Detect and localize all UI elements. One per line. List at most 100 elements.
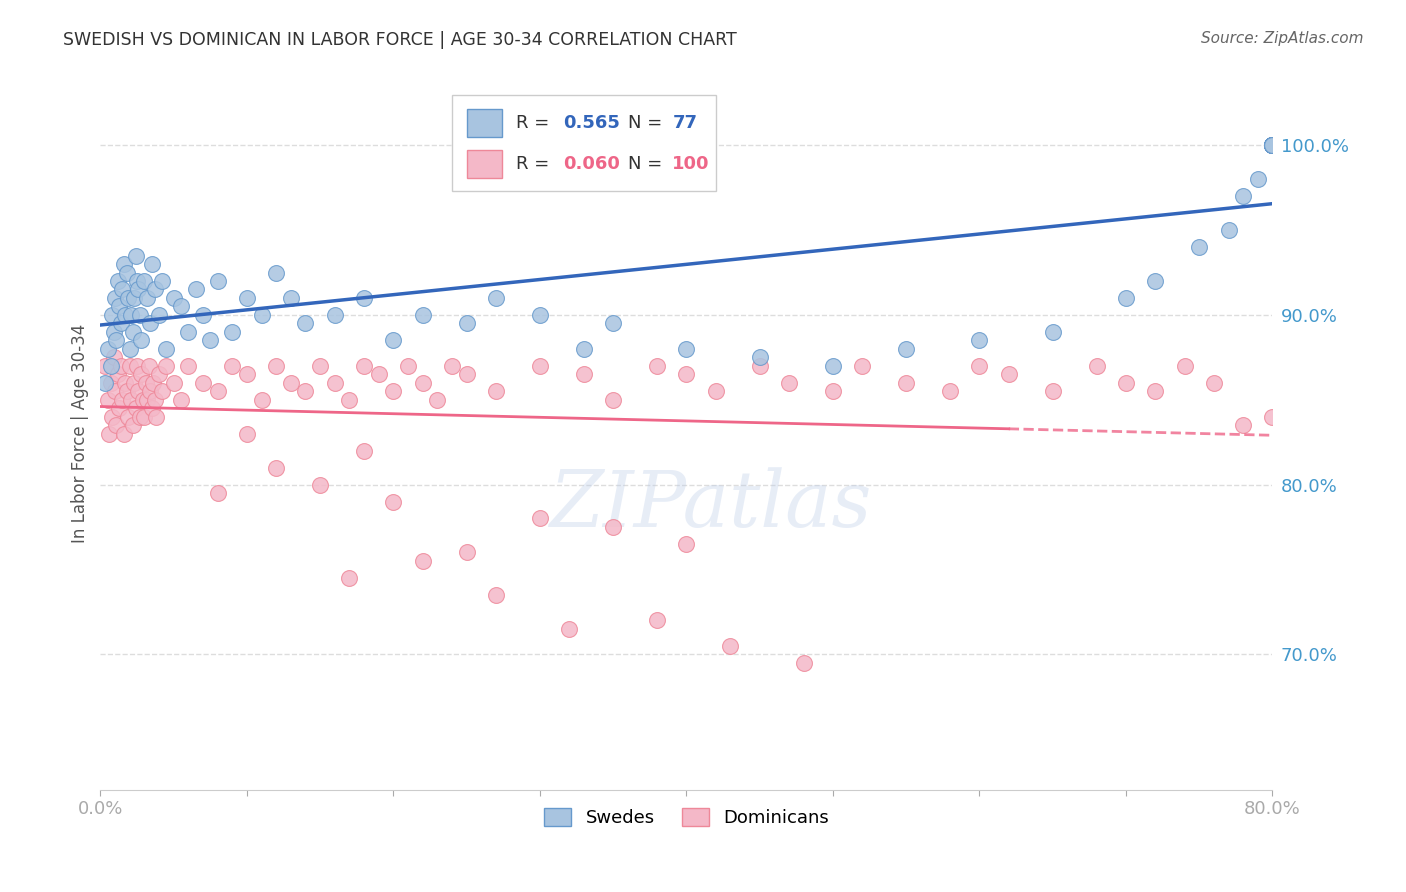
Point <box>142 376 165 390</box>
Point <box>110 317 132 331</box>
Point <box>1202 376 1225 390</box>
Point <box>1261 138 1284 153</box>
Point <box>236 426 259 441</box>
Point <box>236 291 259 305</box>
Point <box>170 300 193 314</box>
Point <box>485 588 508 602</box>
Point <box>105 334 128 348</box>
Point <box>294 384 316 399</box>
Point <box>896 376 918 390</box>
Point <box>778 376 800 390</box>
Point <box>1261 138 1284 153</box>
Point <box>141 257 163 271</box>
Point <box>793 656 815 670</box>
Point <box>456 317 478 331</box>
Point <box>1261 409 1284 424</box>
Point <box>529 308 551 322</box>
Point <box>645 359 668 373</box>
Point <box>602 520 624 534</box>
Y-axis label: In Labor Force | Age 30-34: In Labor Force | Age 30-34 <box>72 324 89 543</box>
Point <box>107 274 129 288</box>
Point <box>136 291 159 305</box>
Point <box>191 376 214 390</box>
Point <box>148 368 170 382</box>
Point <box>207 384 229 399</box>
Point <box>139 317 162 331</box>
Point <box>111 283 134 297</box>
Point <box>107 368 129 382</box>
Point <box>93 359 115 373</box>
Point <box>108 300 131 314</box>
Point <box>207 274 229 288</box>
Point <box>122 376 145 390</box>
Point <box>529 511 551 525</box>
Point <box>117 291 139 305</box>
Point <box>1144 384 1167 399</box>
Point <box>191 308 214 322</box>
Point <box>122 291 145 305</box>
Point <box>250 392 273 407</box>
Point <box>264 359 287 373</box>
Point <box>139 384 162 399</box>
Point <box>602 317 624 331</box>
Text: 77: 77 <box>672 114 697 132</box>
Point <box>101 308 124 322</box>
Point <box>200 334 222 348</box>
Point <box>1261 138 1284 153</box>
Point <box>121 418 143 433</box>
Point <box>323 376 346 390</box>
Point <box>1042 384 1064 399</box>
Point <box>129 409 152 424</box>
Point <box>155 342 177 356</box>
Point <box>120 308 142 322</box>
Point <box>426 392 449 407</box>
Point <box>572 342 595 356</box>
Point <box>136 392 159 407</box>
Point <box>1261 138 1284 153</box>
Point <box>1247 172 1270 186</box>
Point <box>127 283 149 297</box>
Point <box>125 274 148 288</box>
Point <box>155 359 177 373</box>
Point <box>117 409 139 424</box>
Point <box>125 359 148 373</box>
Point <box>353 359 375 373</box>
Point <box>280 291 302 305</box>
Point <box>101 409 124 424</box>
Point <box>339 392 361 407</box>
Point <box>353 291 375 305</box>
Point <box>131 334 153 348</box>
Point <box>529 359 551 373</box>
Point <box>184 283 207 297</box>
Point <box>118 342 141 356</box>
Point <box>1261 138 1284 153</box>
Point <box>1261 138 1284 153</box>
Point <box>1261 138 1284 153</box>
Point <box>821 359 844 373</box>
Point <box>748 359 770 373</box>
Point <box>111 392 134 407</box>
Text: R =: R = <box>516 155 555 173</box>
Point <box>602 392 624 407</box>
Point <box>105 418 128 433</box>
Point <box>127 384 149 399</box>
Point <box>110 359 132 373</box>
Text: SWEDISH VS DOMINICAN IN LABOR FORCE | AGE 30-34 CORRELATION CHART: SWEDISH VS DOMINICAN IN LABOR FORCE | AG… <box>63 31 737 49</box>
Text: 0.565: 0.565 <box>564 114 620 132</box>
Point <box>675 342 697 356</box>
Point <box>121 325 143 339</box>
Point <box>456 545 478 559</box>
Point <box>718 639 741 653</box>
Point <box>1174 359 1197 373</box>
Point <box>98 426 121 441</box>
Point <box>704 384 727 399</box>
Point <box>114 308 136 322</box>
Point <box>1085 359 1108 373</box>
Point <box>129 308 152 322</box>
Point <box>939 384 962 399</box>
Point <box>382 384 405 399</box>
Point <box>100 376 122 390</box>
Point <box>412 376 434 390</box>
Point <box>97 342 120 356</box>
Point <box>132 392 155 407</box>
